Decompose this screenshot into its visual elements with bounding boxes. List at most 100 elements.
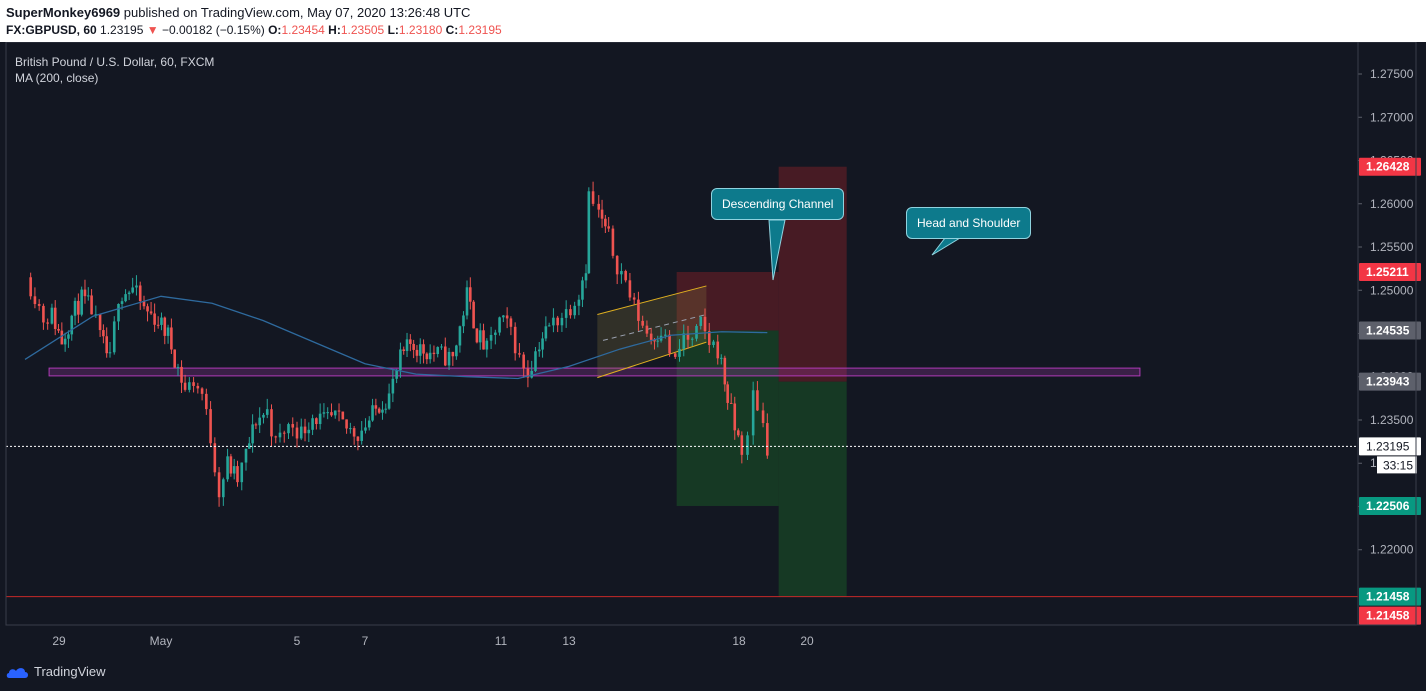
callout-head-and-shoulder[interactable]: Head and Shoulder (906, 207, 1032, 239)
candle (736, 428, 740, 438)
candle-body (412, 343, 415, 350)
callout-tail-descending-channel (768, 219, 786, 281)
candle-body (469, 287, 472, 302)
callout-tails (768, 219, 962, 281)
price-tag[interactable]: 1.21458 (1359, 587, 1421, 606)
candle-body (402, 349, 406, 351)
candle-body (505, 315, 509, 319)
plot-border (5, 42, 1417, 626)
callout-descending-channel[interactable]: Descending Channel (711, 188, 845, 220)
price-tick-label: 1.25500 (1370, 240, 1414, 254)
candle-body (192, 382, 195, 386)
candle-body (67, 334, 70, 339)
price-tag[interactable]: 1.26428 (1359, 157, 1421, 176)
candle (337, 403, 341, 422)
price-tag-box (1359, 437, 1421, 456)
candle-body (465, 287, 469, 316)
candle-body (200, 388, 204, 394)
candle-body (367, 420, 371, 428)
candle-body (153, 313, 156, 325)
candle-body (73, 300, 77, 316)
candle (254, 422, 258, 430)
candle-body (180, 366, 183, 383)
candle-body (564, 309, 568, 318)
candle (364, 418, 367, 434)
channel-upper-line[interactable] (597, 285, 707, 315)
candle-body (440, 346, 443, 348)
tradingview-logo[interactable]: TradingView (6, 664, 106, 679)
candle-body (70, 315, 74, 335)
candle (371, 398, 374, 422)
candle-body (77, 300, 80, 315)
candle (547, 322, 551, 327)
price-tag[interactable]: 1.23195 33:15 (1359, 437, 1421, 474)
candle (98, 314, 102, 337)
candle-body (188, 382, 191, 390)
candle (628, 272, 632, 301)
candle-body (149, 311, 153, 314)
candle-body (29, 277, 32, 297)
indicator-label[interactable]: MA (200, close) (15, 71, 99, 85)
candle-body (418, 344, 422, 356)
price-tag[interactable]: 1.25211 (1359, 262, 1421, 281)
candle (236, 460, 239, 487)
candle-body (649, 333, 653, 340)
ma-200-polyline[interactable] (24, 295, 768, 380)
price-tag[interactable]: 1.23943 (1359, 372, 1421, 391)
price-tag[interactable]: 1.22506 (1359, 496, 1421, 515)
candle-body (395, 370, 398, 379)
candle (475, 328, 479, 344)
candle (541, 332, 544, 358)
candle (716, 334, 720, 365)
candle-body (695, 325, 698, 339)
candle (478, 323, 482, 350)
candle (573, 301, 576, 319)
candle-body (703, 316, 707, 332)
author-name[interactable]: SuperMonkey6969 (6, 5, 121, 20)
candle (412, 339, 415, 359)
candle (67, 330, 70, 348)
candle (217, 467, 221, 507)
candle-body (673, 353, 677, 357)
candle-body (387, 393, 391, 409)
price-chart[interactable]: 20222729May5711131820 1.275001.270001.26… (0, 42, 1426, 656)
candle (645, 320, 649, 337)
target-zone-1[interactable] (676, 330, 779, 506)
price-tag[interactable]: 1.21458 (1359, 606, 1421, 625)
candle (682, 324, 686, 357)
candle (265, 398, 269, 419)
candle (83, 279, 87, 304)
candle-body (295, 427, 299, 439)
candle-body (498, 317, 501, 333)
candle-body (746, 435, 749, 455)
price-tick-label: 1.27500 (1370, 67, 1414, 81)
stop-zone-1[interactable] (676, 271, 779, 331)
candle-body (641, 320, 644, 326)
candle (469, 277, 472, 310)
candle (226, 448, 229, 482)
tradingview-cloud-icon (6, 667, 28, 678)
candle-body (146, 306, 149, 312)
candle (719, 354, 723, 365)
candle-body (345, 419, 348, 429)
target-zone-2[interactable] (778, 381, 847, 597)
candle (405, 332, 409, 357)
candle-body (270, 409, 273, 437)
candle (604, 214, 607, 234)
candle (733, 396, 737, 440)
candle (244, 448, 248, 471)
candle (678, 339, 681, 362)
candle-body (278, 432, 282, 438)
price-tag[interactable]: 1.24535 (1359, 321, 1421, 340)
candle-body (142, 301, 146, 307)
candle (544, 316, 548, 342)
time-tick-label: 5 (294, 634, 301, 648)
candle (703, 308, 707, 340)
candle (77, 293, 80, 324)
high-value: 1.23505 (340, 23, 385, 37)
candle-body (274, 436, 278, 438)
candle (377, 407, 381, 414)
candle (160, 312, 163, 331)
candle-body (138, 285, 142, 302)
support-rectangle[interactable] (48, 367, 1141, 377)
